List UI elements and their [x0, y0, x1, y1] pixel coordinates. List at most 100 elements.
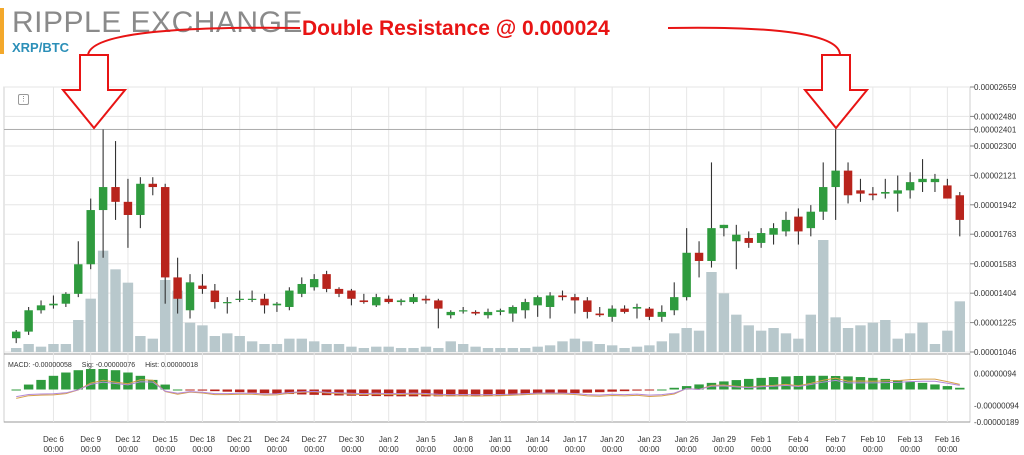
macd-histogram-bar — [768, 377, 779, 390]
connector-right — [667, 26, 841, 56]
macd-histogram-bar — [669, 387, 679, 390]
candle-body — [657, 311, 667, 317]
volume-bar — [532, 346, 543, 352]
volume-bar — [159, 280, 171, 352]
price-tick-label: 0.00001763 — [974, 230, 1017, 239]
volume-bar — [557, 341, 568, 352]
candle-body — [843, 170, 853, 196]
macd-histogram-bar — [619, 389, 630, 392]
macd-histogram-bar — [135, 375, 146, 390]
volume-bar — [308, 341, 320, 352]
candle-body — [943, 185, 952, 199]
volume-bar — [805, 314, 817, 352]
time-tick-sub: 00:00 — [900, 445, 921, 454]
signal-value: Sig: -0.00000076 — [81, 362, 136, 369]
volume-bar — [48, 344, 59, 352]
chart-settings-icon[interactable]: ⋮ — [18, 94, 29, 105]
volume-bar — [780, 333, 792, 352]
time-tick-sub: 00:00 — [826, 445, 847, 454]
candle-body — [694, 252, 704, 261]
volume-bar — [495, 348, 506, 352]
candle-body — [955, 195, 965, 220]
volume-bar — [85, 298, 96, 352]
candle-body — [322, 274, 331, 289]
time-tick-label: Jan 20 — [600, 435, 625, 444]
macd-histogram-bar — [446, 389, 456, 397]
price-tick-label: 0.00002300 — [974, 142, 1017, 151]
price-tick-label: 0.00001225 — [974, 319, 1017, 328]
time-tick-label: Jan 5 — [416, 435, 436, 444]
candle-body — [930, 178, 940, 183]
volume-bar — [743, 325, 754, 352]
macd-histogram-bar — [532, 389, 543, 395]
time-tick-label: Jan 2 — [379, 435, 399, 444]
candle-body — [297, 283, 306, 294]
time-tick-sub: 00:00 — [677, 445, 698, 454]
time-tick-sub: 00:00 — [751, 445, 772, 454]
time-tick-label: Feb 4 — [788, 435, 809, 444]
candle-body — [583, 300, 592, 312]
candle-body — [260, 298, 269, 306]
volume-bar — [892, 338, 903, 352]
macd-histogram-bar — [595, 389, 605, 393]
time-tick-sub: 00:00 — [81, 445, 102, 454]
macd-histogram-bar — [756, 377, 766, 390]
volume-bar — [420, 346, 432, 352]
macd-histogram-bar — [359, 389, 369, 396]
candle-body — [86, 210, 95, 265]
time-tick-sub: 00:00 — [304, 445, 325, 454]
macd-histogram-bar — [657, 389, 667, 391]
macd-histogram-bar — [607, 389, 617, 392]
volume-bar — [768, 328, 779, 352]
volume-bar — [606, 345, 618, 352]
candle-body — [881, 191, 890, 194]
candle-body — [682, 252, 691, 298]
price-tick-label: 0.00001942 — [974, 201, 1017, 210]
time-tick-label: Dec 30 — [339, 435, 365, 444]
macd-histogram-bar — [880, 378, 891, 390]
volume-bar — [731, 314, 742, 352]
volume-bar — [904, 333, 916, 352]
macd-histogram-bar — [222, 389, 232, 392]
candle-body — [521, 302, 530, 311]
volume-bar — [830, 317, 841, 352]
candle-body — [918, 178, 927, 183]
macd-tick-label: -0.00000094 — [974, 402, 1019, 411]
macd-histogram-bar — [744, 378, 754, 390]
macd-histogram-bar — [520, 389, 530, 395]
volume-bar — [35, 346, 47, 352]
time-tick-label: Dec 15 — [153, 435, 179, 444]
candle-body — [210, 290, 220, 303]
time-tick-label: Feb 13 — [898, 435, 923, 444]
time-tick-sub: 00:00 — [416, 445, 437, 454]
pair-label: XRP/BTC — [12, 40, 70, 55]
volume-bar — [321, 344, 332, 352]
price-tick-label: 0.00002659 — [974, 83, 1017, 92]
macd-histogram-bar — [855, 377, 866, 390]
time-tick-label: Dec 6 — [43, 435, 64, 444]
macd-legend: MACD: -0.00000058 Sig: -0.00000076 Hist:… — [8, 362, 206, 369]
candle-body — [372, 297, 381, 306]
candle-body — [707, 228, 716, 261]
macd-histogram-bar — [644, 389, 655, 391]
time-tick-sub: 00:00 — [639, 445, 660, 454]
volume-bar — [880, 320, 891, 352]
candle-body — [570, 297, 580, 301]
volume-bar — [122, 282, 134, 352]
macd-histogram-bar — [110, 370, 121, 390]
macd-tick-label: -0.00000189 — [974, 418, 1019, 427]
candle-body — [794, 216, 803, 232]
candle-body — [359, 300, 369, 303]
volume-bar — [619, 348, 630, 352]
volume-bar — [482, 348, 494, 352]
volume-bar — [60, 344, 72, 352]
time-tick-label: Dec 24 — [264, 435, 290, 444]
candle-body — [173, 277, 182, 299]
candle-body — [421, 298, 431, 301]
macd-histogram-bar — [905, 381, 915, 390]
time-tick-sub: 00:00 — [714, 445, 735, 454]
volume-bar — [693, 330, 705, 352]
candle-body — [384, 298, 393, 303]
candle-body — [719, 224, 729, 229]
